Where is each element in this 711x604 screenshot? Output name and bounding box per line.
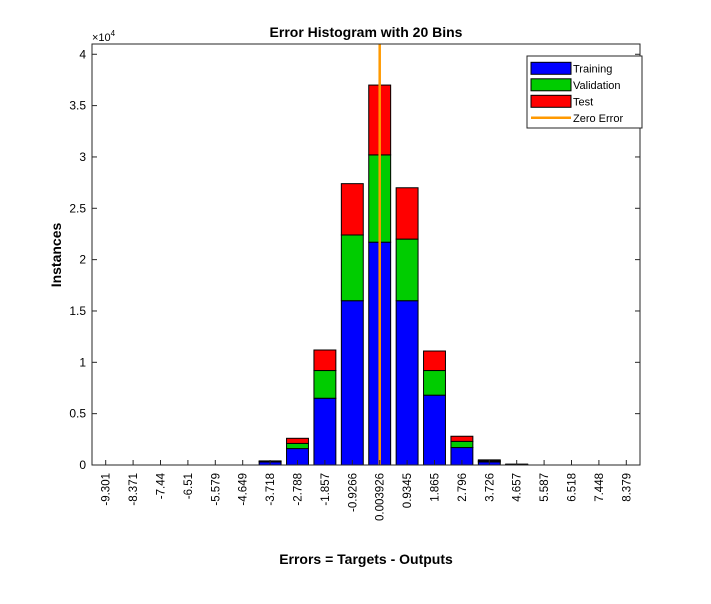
y-tick-label: 1 <box>79 355 86 369</box>
x-tick-label: 3.726 <box>484 473 496 502</box>
bar-training-12 <box>423 394 446 466</box>
legend: Training Validation Test Zero Error <box>526 55 643 129</box>
x-tick-label: 6.518 <box>567 473 579 502</box>
x-tick-label: 0.9345 <box>402 473 414 508</box>
x-tick-label: 5.587 <box>539 473 551 502</box>
legend-label-test: Test <box>573 96 593 108</box>
legend-label-validation: Validation <box>573 80 621 92</box>
x-tick-label: -7.44 <box>156 472 168 499</box>
legend-swatch-validation <box>530 78 572 92</box>
bar-test-7 <box>286 437 309 444</box>
x-tick-label: -4.649 <box>238 473 250 506</box>
x-tick-label: -6.51 <box>183 473 195 499</box>
bar-validation-11 <box>395 238 419 302</box>
bar-training-9 <box>340 300 364 466</box>
y-exponent-multiplier: ×104 <box>92 29 116 44</box>
bar-validation-13 <box>450 440 474 449</box>
x-axis: -9.301 -8.371 -7.44 -6.51 -5.579 -4.649 -3.718… <box>101 460 633 521</box>
y-tick-label: 3.5 <box>69 99 86 113</box>
y-axis-label: Instances <box>48 222 64 287</box>
legend-label-training: Training <box>573 63 612 75</box>
x-tick-label: -2.788 <box>293 473 305 506</box>
x-tick-label: -1.857 <box>320 473 332 506</box>
bar-test-12 <box>423 350 446 372</box>
bar-test-13 <box>450 435 474 442</box>
x-axis-label: Errors = Targets - Outputs <box>279 551 453 567</box>
y-tick-label: 2 <box>79 253 86 267</box>
y-tick-label: 1.5 <box>69 304 86 318</box>
bar-test-11 <box>395 187 419 240</box>
axes-box <box>91 43 641 466</box>
legend-swatch-training <box>530 61 572 75</box>
x-tick-label: -9.301 <box>101 473 113 506</box>
bar-validation-9 <box>340 234 364 302</box>
bar-test-9 <box>340 183 364 236</box>
bar-training-8 <box>313 397 337 466</box>
bar-validation-12 <box>423 370 446 396</box>
y-axis: 0 0.5 1 1.5 2 2.5 3 3.5 4 <box>69 47 640 472</box>
y-tick-label: 0.5 <box>69 407 86 421</box>
x-tick-label: -8.371 <box>128 473 140 506</box>
y-tick-label: 3 <box>79 150 86 164</box>
y-tick-label: 0 <box>79 458 86 472</box>
x-tick-label: -0.9266 <box>347 473 359 512</box>
x-tick-label: 0.003926 <box>375 473 387 521</box>
x-tick-label: 8.379 <box>621 473 633 502</box>
x-tick-label: 7.448 <box>594 473 606 502</box>
legend-swatch-test <box>530 94 572 108</box>
y-tick-label: 2.5 <box>69 201 86 215</box>
x-tick-label: -3.718 <box>265 473 277 506</box>
histogram-bars <box>258 84 529 466</box>
bar-validation-8 <box>313 370 337 399</box>
x-tick-label: 4.657 <box>512 473 524 502</box>
x-tick-label: 1.865 <box>430 473 442 502</box>
chart-title: Error Histogram with 20 Bins <box>270 24 463 40</box>
bar-training-11 <box>395 300 419 466</box>
y-tick-label: 4 <box>79 47 86 61</box>
x-tick-label: -5.579 <box>210 473 222 506</box>
bar-test-8 <box>313 349 337 372</box>
bar-validation-7 <box>286 442 309 450</box>
x-tick-label: 2.796 <box>457 473 469 502</box>
legend-label-zero-error: Zero Error <box>573 113 623 125</box>
